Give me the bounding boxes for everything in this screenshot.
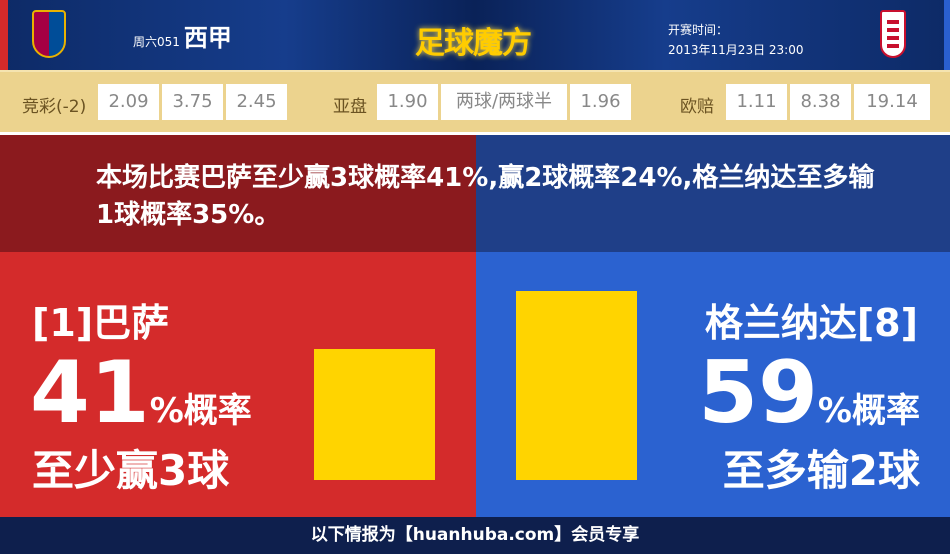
away-panel: 格兰纳达[8] 59%概率 至多输2球	[476, 252, 950, 517]
asian-label: 亚盘	[333, 97, 367, 117]
granada-crest-icon	[880, 10, 906, 58]
home-percent-value: 41	[30, 343, 150, 443]
members-only-footer[interactable]: 以下情报为【huanhuba.com】会员专享	[0, 517, 950, 554]
league-info: 周六051 西甲	[133, 18, 232, 53]
league-name: 西甲	[183, 24, 232, 52]
home-color-strip	[0, 0, 8, 70]
away-percent-value: 59	[698, 343, 818, 443]
fc-barcelona-crest-icon	[32, 10, 66, 58]
home-probability-bar	[314, 348, 435, 480]
away-percent-suffix: %概率	[817, 391, 920, 431]
away-percent: 59%概率	[698, 350, 920, 454]
away-probability-bar	[516, 291, 637, 480]
kickoff-time: 2013年11月23日 23:00	[668, 43, 804, 57]
home-outcome: 至少赢3球	[32, 446, 230, 495]
banner-away-bg	[476, 135, 950, 252]
prediction-summary: 本场比赛巴萨至少赢3球概率41%,赢2球概率24%,格兰纳达至多输1球概率35%…	[96, 163, 875, 230]
kickoff-label: 开赛时间：	[668, 23, 729, 37]
app-logo: 足球魔方	[415, 26, 532, 61]
euro-odd: 19.14	[854, 84, 930, 120]
kickoff-info: 开赛时间： 2013年11月23日 23:00	[668, 20, 803, 60]
home-percent: 41%概率	[30, 350, 252, 454]
euro-odd: 8.38	[790, 84, 851, 120]
jingcai-odd: 2.45	[226, 84, 287, 120]
euro-odd: 1.11	[726, 84, 787, 120]
away-color-strip	[944, 0, 950, 70]
home-team-name: [1]巴萨	[32, 301, 170, 345]
away-outcome: 至多输2球	[722, 446, 920, 495]
asian-handicap: 两球/两球半	[441, 84, 567, 120]
match-header: 周六051 西甲 足球魔方 开赛时间： 2013年11月23日 23:00	[0, 0, 950, 70]
jingcai-odd: 2.09	[98, 84, 159, 120]
euro-label: 欧赔	[680, 97, 714, 117]
match-code: 周六051	[133, 35, 180, 49]
asian-odd: 1.90	[377, 84, 438, 120]
jingcai-odd: 3.75	[162, 84, 223, 120]
banner-home-bg	[0, 135, 476, 252]
away-team-name: 格兰纳达[8]	[704, 301, 918, 345]
odds-bar: 竞彩(-2) 2.09 3.75 2.45 亚盘 1.90 两球/两球半 1.9…	[0, 70, 950, 132]
jingcai-label: 竞彩(-2)	[22, 97, 87, 117]
home-percent-suffix: %概率	[149, 391, 252, 431]
asian-odd: 1.96	[570, 84, 631, 120]
home-panel: [1]巴萨 41%概率 至少赢3球	[0, 252, 476, 517]
